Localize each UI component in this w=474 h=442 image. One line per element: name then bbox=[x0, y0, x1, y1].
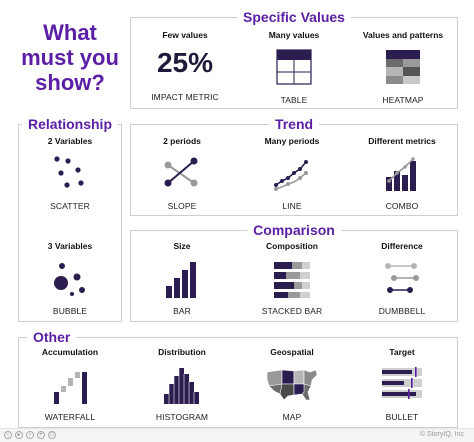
viewer-controls: ‹ ▸ › + □ bbox=[4, 431, 56, 439]
impact-metric-head: Few values bbox=[162, 30, 208, 40]
combo-head: Different metrics bbox=[368, 136, 436, 146]
dumbbell-icon bbox=[385, 263, 419, 293]
section-title-relationship: Relationship bbox=[21, 116, 119, 132]
bubble-icon bbox=[54, 263, 85, 296]
combo-label: COMBO bbox=[385, 201, 419, 211]
trend-section: Trend bbox=[130, 116, 458, 216]
scatter-head: 2 Variables bbox=[47, 136, 93, 146]
bullet-item: Target BULLET bbox=[347, 347, 457, 423]
waterfall-item: Accumulation WATERFALL bbox=[15, 347, 125, 423]
waterfall-head: Accumulation bbox=[41, 347, 99, 357]
histogram-icon bbox=[164, 368, 199, 404]
heatmap-head: Values and patterns bbox=[362, 30, 444, 40]
stacked-bar-item: Composition STACKED BAR bbox=[237, 241, 347, 317]
waterfall-icon bbox=[54, 372, 87, 404]
impact-metric-label: IMPACT METRIC bbox=[151, 92, 219, 102]
scatter-label: SCATTER bbox=[50, 201, 90, 211]
table-icon bbox=[276, 49, 312, 85]
map-item: Geospatial MAP bbox=[237, 347, 347, 423]
bullet-icon bbox=[382, 367, 422, 399]
question-line-2: must you bbox=[21, 45, 119, 70]
scatter-icon bbox=[54, 156, 84, 188]
copyright-text: © StoryIQ, Inc bbox=[419, 431, 464, 438]
combo-item: Different metrics COMBO bbox=[347, 136, 457, 212]
bubble-label: BUBBLE bbox=[52, 306, 88, 316]
section-title-trend: Trend bbox=[268, 116, 320, 132]
question-line-1: What bbox=[43, 20, 97, 45]
stacked-bar-label: STACKED BAR bbox=[261, 306, 323, 316]
bar-icon bbox=[166, 262, 196, 298]
dumbbell-label: DUMBBELL bbox=[378, 306, 426, 316]
map-icon bbox=[266, 369, 318, 401]
impact-metric-item: Few values 25% IMPACT METRIC bbox=[130, 30, 240, 103]
play-icon[interactable]: ▸ bbox=[15, 431, 23, 439]
bubble-item: 3 Variables BUBBLE bbox=[15, 241, 125, 317]
bullet-head: Target bbox=[389, 347, 415, 357]
dumbbell-head: Difference bbox=[381, 241, 423, 251]
next-icon[interactable]: › bbox=[26, 431, 34, 439]
question-line-3: show? bbox=[35, 70, 105, 95]
stacked-bar-icon bbox=[274, 262, 310, 298]
histogram-head: Distribution bbox=[158, 347, 206, 357]
table-label: TABLE bbox=[280, 95, 308, 105]
map-label: MAP bbox=[282, 412, 302, 422]
map-head: Geospatial bbox=[270, 347, 314, 357]
line-head: Many periods bbox=[264, 136, 320, 146]
relationship-section: Relationship bbox=[18, 116, 122, 322]
table-head: Many values bbox=[268, 30, 320, 40]
dumbbell-item: Difference DUMBBELL bbox=[347, 241, 457, 317]
slope-item: 2 periods SLOPE bbox=[127, 136, 237, 212]
combo-icon bbox=[386, 157, 416, 191]
histogram-label: HISTOGRAM bbox=[155, 412, 209, 422]
line-label: LINE bbox=[282, 201, 302, 211]
heatmap-icon bbox=[386, 50, 420, 84]
bar-label: BAR bbox=[173, 306, 191, 316]
slope-head: 2 periods bbox=[163, 136, 201, 146]
scatter-item: 2 Variables SCATTER bbox=[15, 136, 125, 212]
section-title-comparison: Comparison bbox=[247, 222, 341, 238]
section-title-other: Other bbox=[27, 329, 77, 345]
main-question: What must you show? bbox=[14, 20, 126, 95]
line-item: Many periods LINE bbox=[237, 136, 347, 212]
bullet-label: BULLET bbox=[385, 412, 419, 422]
slope-label: SLOPE bbox=[167, 201, 197, 211]
waterfall-label: WATERFALL bbox=[44, 412, 96, 422]
prev-icon[interactable]: ‹ bbox=[4, 431, 12, 439]
slope-icon bbox=[164, 157, 198, 187]
bar-item: Size BAR bbox=[127, 241, 237, 317]
stacked-bar-head: Composition bbox=[266, 241, 318, 251]
bubble-head: 3 Variables bbox=[47, 241, 93, 251]
fullscreen-icon[interactable]: □ bbox=[48, 431, 56, 439]
bar-head: Size bbox=[173, 241, 191, 251]
histogram-item: Distribution HISTOGRAM bbox=[127, 347, 237, 423]
section-title-specific-values: Specific Values bbox=[237, 9, 351, 25]
zoom-icon[interactable]: + bbox=[37, 431, 45, 439]
heatmap-item: Values and patterns HEATMAP bbox=[348, 30, 458, 106]
impact-metric-value: 25% bbox=[156, 47, 214, 78]
table-item: Many values TABLE bbox=[239, 30, 349, 106]
viewer-footer: ‹ ▸ › + □ © StoryIQ, Inc bbox=[0, 428, 474, 442]
line-icon bbox=[274, 160, 308, 191]
heatmap-label: HEATMAP bbox=[382, 95, 424, 105]
